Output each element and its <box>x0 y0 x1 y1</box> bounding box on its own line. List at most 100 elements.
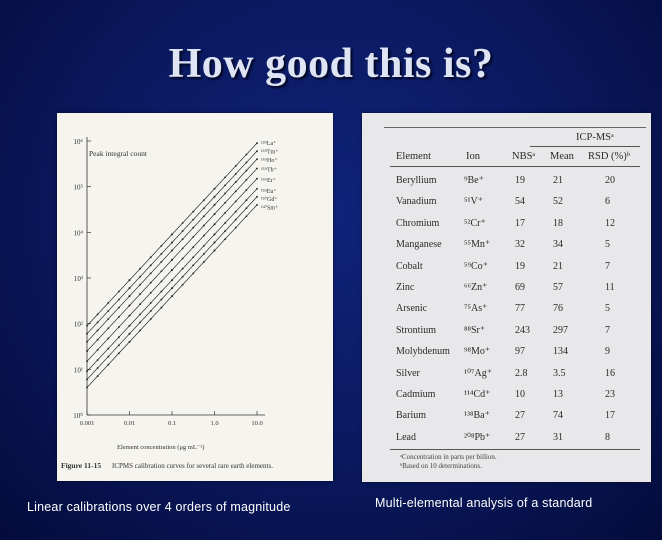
table-cell: 20 <box>605 175 615 186</box>
data-point <box>107 355 110 358</box>
table-cell: 52 <box>553 196 563 208</box>
y-tick-label: 10² <box>74 321 83 329</box>
table-row-element: Vanadium <box>396 196 437 208</box>
series-label: ¹⁶⁹Tm⁺ <box>261 149 278 156</box>
table-cell: 17 <box>605 410 615 422</box>
data-point <box>86 360 88 363</box>
data-point <box>245 153 248 156</box>
data-point <box>171 269 173 271</box>
data-point <box>160 270 163 273</box>
data-point <box>192 272 195 275</box>
table-cell: 3.5 <box>553 367 566 379</box>
data-point <box>107 327 110 330</box>
figure-number: Figure 11-15 <box>61 461 101 470</box>
data-point <box>139 293 142 295</box>
footnote-b: ᵇBased on 10 determinations. <box>400 462 482 470</box>
table-row-element: Barium <box>396 410 426 422</box>
table-cell: 10 <box>515 389 525 400</box>
data-point <box>224 192 227 195</box>
data-point <box>86 370 88 373</box>
data-point <box>192 264 195 267</box>
table-bottom-rule <box>390 449 640 450</box>
data-point <box>256 177 258 180</box>
data-point <box>171 233 173 236</box>
data-point <box>139 329 142 332</box>
data-point <box>234 226 237 229</box>
table-row-element: Strontium <box>396 324 437 336</box>
data-point <box>128 279 131 281</box>
data-point <box>224 184 227 187</box>
data-point <box>181 230 184 232</box>
data-point <box>213 249 216 252</box>
data-point <box>86 340 88 343</box>
data-point <box>234 173 237 175</box>
data-point <box>213 213 216 216</box>
table-cell: 21 <box>553 260 563 272</box>
table-cell: 77 <box>515 303 525 315</box>
data-point <box>234 218 237 221</box>
table-cell: ⁹Be⁺ <box>464 175 484 186</box>
table-cell: 13 <box>553 389 563 400</box>
table-cell: ⁵⁹Co⁺ <box>464 260 488 272</box>
data-point <box>139 275 142 278</box>
data-point <box>96 375 99 377</box>
data-point <box>234 165 237 167</box>
data-point <box>181 257 184 260</box>
data-point <box>149 272 152 275</box>
y-tick-label: 10⁵ <box>74 184 84 192</box>
data-point <box>171 258 173 261</box>
data-point <box>192 226 195 229</box>
table-row-element: Molybdenum <box>396 346 450 358</box>
table-row-element: Cobalt <box>396 260 423 272</box>
table-cell: 7 <box>605 324 610 336</box>
y-tick-label: 10⁴ <box>74 229 84 237</box>
data-point <box>192 210 195 213</box>
table-cell: 27 <box>515 410 525 422</box>
data-point <box>149 264 152 267</box>
series-label: ¹³⁹La⁺ <box>261 140 276 147</box>
table-cell: 7 <box>605 260 610 272</box>
x-tick-label: 0.01 <box>124 420 135 427</box>
table-cell: 6 <box>605 196 610 208</box>
table-cell: 19 <box>515 260 525 272</box>
data-point <box>139 321 142 324</box>
left-caption: Linear calibrations over 4 orders of mag… <box>27 500 291 514</box>
slide-title: How good this is? <box>168 41 494 87</box>
y-tick-label: 10⁰ <box>73 412 83 420</box>
data-point <box>160 280 163 283</box>
data-point <box>202 207 205 210</box>
data-point <box>128 314 131 317</box>
data-point <box>234 210 237 213</box>
data-point <box>149 291 152 294</box>
x-tick-label: 1.0 <box>210 420 218 427</box>
data-point <box>171 241 173 244</box>
data-point <box>128 287 131 290</box>
table-header-cell: Mean <box>550 151 574 162</box>
data-point <box>139 313 142 316</box>
table-cell: 54 <box>515 196 525 208</box>
figure-caption: ICPMS calibration curves for several rar… <box>112 462 273 470</box>
data-point <box>107 310 110 312</box>
data-point <box>256 203 258 206</box>
table-row-element: Arsenic <box>396 303 428 315</box>
data-point <box>86 332 88 335</box>
series-label: ¹⁵³Eu⁺ <box>261 188 277 195</box>
table-cell: ⁵²Cr⁺ <box>464 217 486 229</box>
data-point <box>224 211 227 214</box>
series-label: ¹⁴⁷Sm⁺ <box>261 205 278 212</box>
data-point <box>181 275 184 278</box>
y-tick-label: 10³ <box>74 275 83 283</box>
data-point <box>256 195 258 198</box>
table-cell: ⁵⁵Mn⁺ <box>464 239 491 251</box>
table-cell: ²⁰⁸Pb⁺ <box>464 431 491 443</box>
table-cell: 27 <box>515 431 525 443</box>
data-point <box>256 158 258 161</box>
chart-series-labels: ¹³⁹La⁺ ¹⁶⁹Tm⁺¹⁶⁵Ho⁺ ¹⁵⁹Tb⁺ ¹⁶⁶Er⁺ ¹⁵³Eu⁺¹⁵⁷G… <box>261 140 278 212</box>
x-tick-label: 10.0 <box>251 420 262 427</box>
table-row-element: Manganese <box>396 239 442 251</box>
table-row-element: Cadmium <box>396 389 436 400</box>
data-point <box>139 283 142 286</box>
table-cell: 17 <box>515 217 525 229</box>
data-point <box>234 200 237 203</box>
group-rule <box>530 146 640 147</box>
